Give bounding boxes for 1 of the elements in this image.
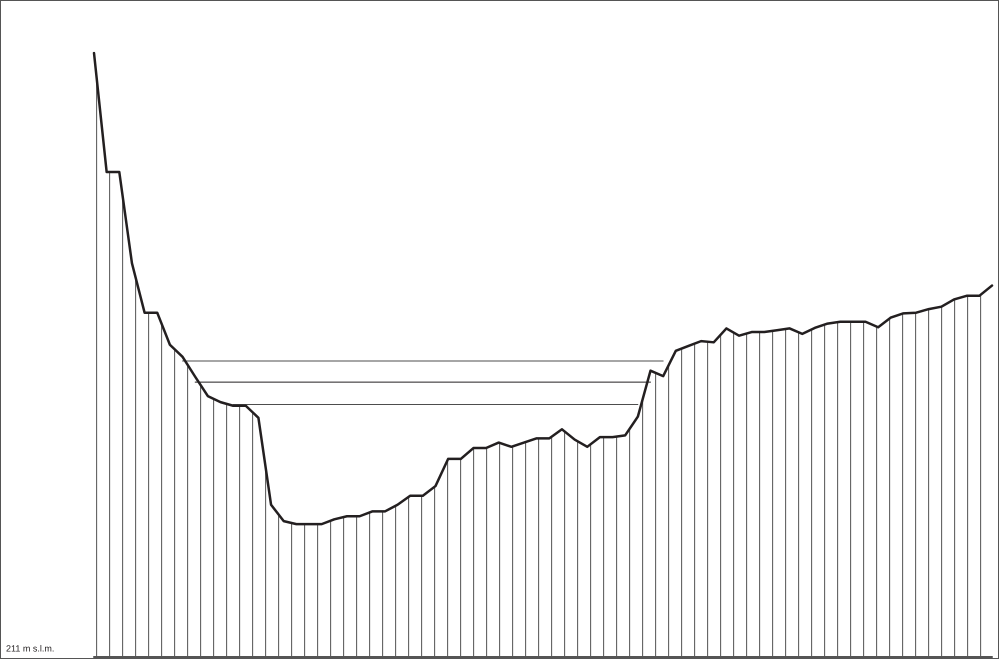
text: 211 m s.l.m. bbox=[6, 644, 54, 654]
